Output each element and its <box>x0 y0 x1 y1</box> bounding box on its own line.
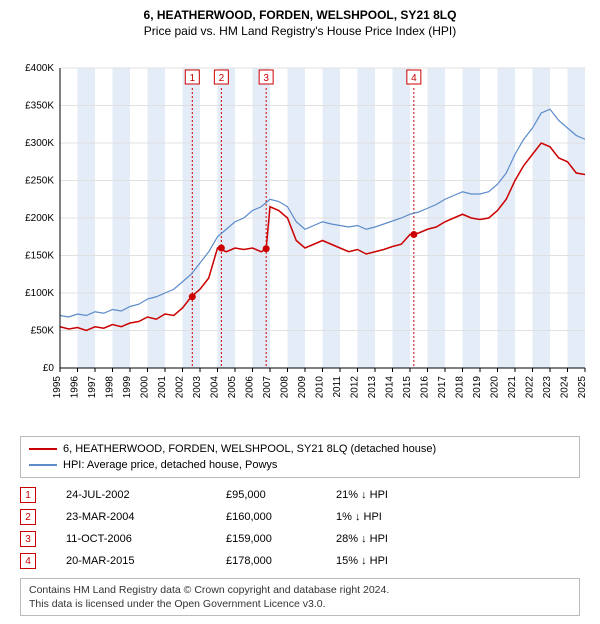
svg-text:2010: 2010 <box>315 376 326 399</box>
event-number-badge: 4 <box>20 553 36 569</box>
svg-text:1998: 1998 <box>105 376 116 399</box>
sale-event-row: 3 11-OCT-2006£159,00028% ↓ HPI <box>20 528 590 550</box>
sale-event-row: 2 23-MAR-2004£160,0001% ↓ HPI <box>20 506 590 528</box>
legend-label: 6, HEATHERWOOD, FORDEN, WELSHPOOL, SY21 … <box>63 441 436 457</box>
event-date: 23-MAR-2004 <box>66 511 226 523</box>
svg-text:2024: 2024 <box>560 376 571 399</box>
chart-title: 6, HEATHERWOOD, FORDEN, WELSHPOOL, SY21 … <box>10 8 590 22</box>
svg-text:2: 2 <box>219 73 225 84</box>
event-price: £178,000 <box>226 555 336 567</box>
svg-text:2008: 2008 <box>280 376 291 399</box>
svg-text:2003: 2003 <box>192 376 203 399</box>
svg-text:2006: 2006 <box>245 376 256 399</box>
svg-text:£250K: £250K <box>25 176 54 187</box>
svg-text:2004: 2004 <box>210 376 221 399</box>
svg-text:1: 1 <box>190 73 196 84</box>
svg-text:£300K: £300K <box>25 138 54 149</box>
event-number-badge: 3 <box>20 531 36 547</box>
event-hpi-delta: 21% ↓ HPI <box>336 489 446 501</box>
chart-subtitle: Price paid vs. HM Land Registry's House … <box>10 24 590 38</box>
legend-item: 6, HEATHERWOOD, FORDEN, WELSHPOOL, SY21 … <box>29 441 571 457</box>
chart-container: 6, HEATHERWOOD, FORDEN, WELSHPOOL, SY21 … <box>0 0 600 624</box>
event-price: £95,000 <box>226 489 336 501</box>
svg-text:£350K: £350K <box>25 101 54 112</box>
svg-text:£200K: £200K <box>25 213 54 224</box>
svg-text:1999: 1999 <box>122 376 133 399</box>
svg-text:2020: 2020 <box>490 376 501 399</box>
event-date: 20-MAR-2015 <box>66 555 226 567</box>
svg-text:£400K: £400K <box>25 63 54 74</box>
svg-text:2014: 2014 <box>385 376 396 399</box>
sale-event-row: 4 20-MAR-2015£178,00015% ↓ HPI <box>20 550 590 572</box>
svg-text:1995: 1995 <box>52 376 63 399</box>
legend-swatch <box>29 448 57 450</box>
svg-text:2009: 2009 <box>297 376 308 399</box>
event-number-badge: 2 <box>20 509 36 525</box>
svg-text:2023: 2023 <box>542 376 553 399</box>
legend-swatch <box>29 464 57 466</box>
event-date: 11-OCT-2006 <box>66 533 226 545</box>
svg-text:2013: 2013 <box>367 376 378 399</box>
event-hpi-delta: 15% ↓ HPI <box>336 555 446 567</box>
price-chart: £0 £50K £100K £150K £200K £250K £300K £350K £400… <box>10 48 590 428</box>
svg-text:4: 4 <box>411 73 417 84</box>
svg-text:2018: 2018 <box>455 376 466 399</box>
svg-text:2011: 2011 <box>332 376 343 398</box>
attribution-footer: Contains HM Land Registry data © Crown c… <box>20 578 580 616</box>
svg-text:2012: 2012 <box>350 376 361 399</box>
event-number-badge: 1 <box>20 487 36 503</box>
svg-text:£100K: £100K <box>25 288 54 299</box>
sales-events-table: 1 24-JUL-2002£95,00021% ↓ HPI 2 23-MAR-2004… <box>20 484 590 572</box>
svg-text:2000: 2000 <box>140 376 151 399</box>
event-price: £159,000 <box>226 533 336 545</box>
svg-text:1997: 1997 <box>87 376 98 399</box>
svg-text:2019: 2019 <box>472 376 483 399</box>
footer-line-2: This data is licensed under the Open Gov… <box>29 597 571 611</box>
svg-text:2021: 2021 <box>507 376 518 399</box>
svg-text:3: 3 <box>263 73 269 84</box>
svg-text:2001: 2001 <box>157 376 168 399</box>
footer-line-1: Contains HM Land Registry data © Crown c… <box>29 583 571 597</box>
svg-text:2007: 2007 <box>262 376 273 399</box>
svg-text:2015: 2015 <box>402 376 413 399</box>
legend-box: 6, HEATHERWOOD, FORDEN, WELSHPOOL, SY21 … <box>20 436 580 478</box>
svg-text:£150K: £150K <box>25 251 54 262</box>
legend-item: HPI: Average price, detached house, Powy… <box>29 457 571 473</box>
svg-text:2017: 2017 <box>437 376 448 399</box>
svg-text:1996: 1996 <box>70 376 81 399</box>
svg-text:2025: 2025 <box>577 376 588 399</box>
svg-text:£0: £0 <box>43 363 55 374</box>
chart-svg: £0 £50K £100K £150K £200K £250K £300K £350K £400… <box>10 48 590 428</box>
legend-label: HPI: Average price, detached house, Powy… <box>63 457 277 473</box>
sale-event-row: 1 24-JUL-2002£95,00021% ↓ HPI <box>20 484 590 506</box>
event-hpi-delta: 28% ↓ HPI <box>336 533 446 545</box>
svg-text:2016: 2016 <box>420 376 431 399</box>
svg-text:2002: 2002 <box>175 376 186 399</box>
svg-text:2022: 2022 <box>525 376 536 399</box>
svg-text:2005: 2005 <box>227 376 238 399</box>
svg-text:£50K: £50K <box>31 326 55 337</box>
event-price: £160,000 <box>226 511 336 523</box>
event-hpi-delta: 1% ↓ HPI <box>336 511 446 523</box>
event-date: 24-JUL-2002 <box>66 489 226 501</box>
